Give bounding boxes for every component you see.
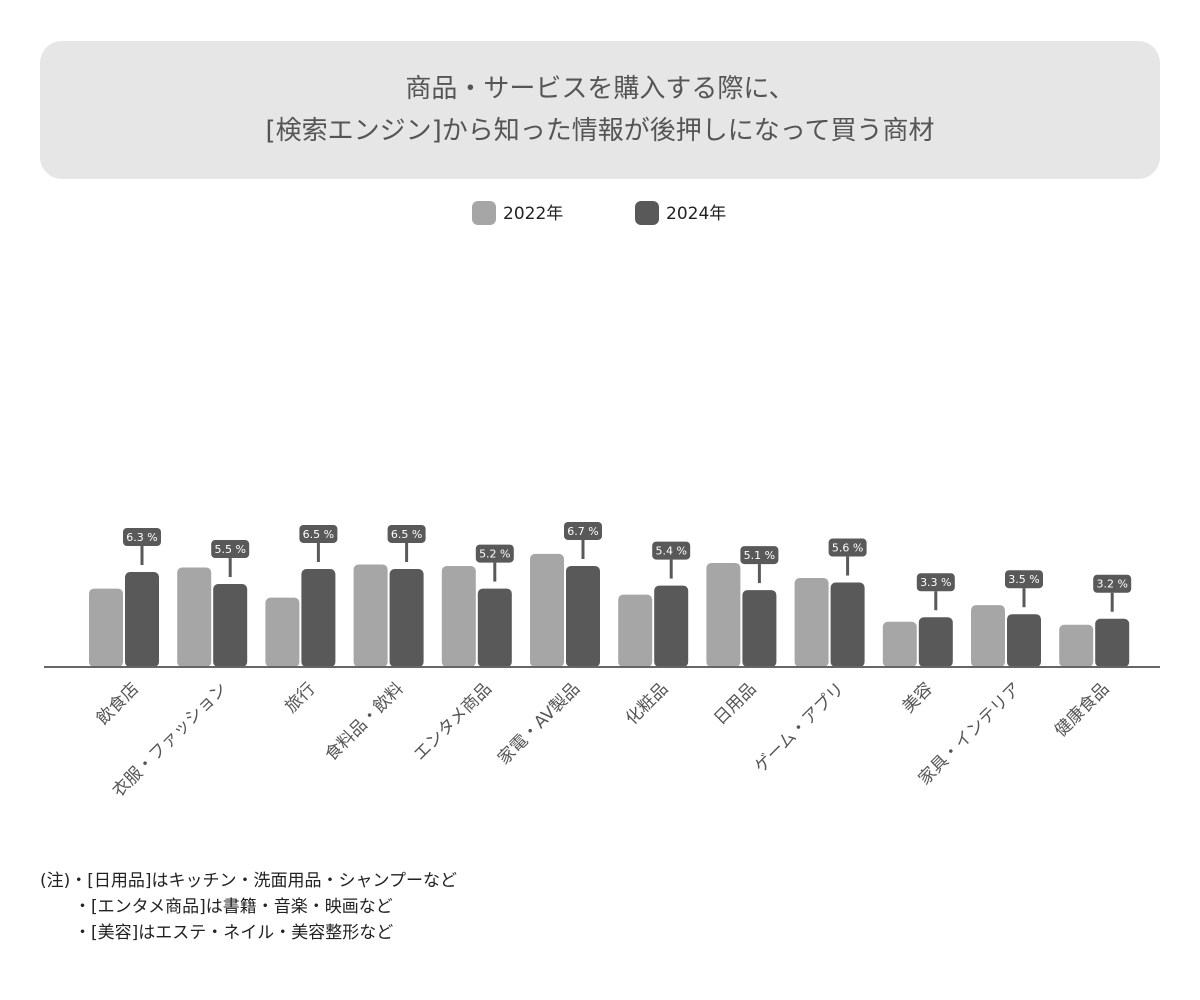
chart-title: [検索エンジン]から知った情報が後押しになって買う商材 — [265, 116, 935, 146]
bar — [1007, 614, 1041, 667]
bar — [265, 597, 300, 667]
bar — [389, 568, 424, 667]
bar — [794, 578, 829, 667]
bar — [1059, 624, 1094, 667]
callout-box — [387, 524, 426, 543]
value-label: 6.5 % — [391, 528, 422, 541]
legend-label: 2022年 — [503, 204, 563, 224]
value-label: 3.2 % — [1096, 578, 1127, 591]
callout-box — [652, 541, 691, 560]
callout-box — [916, 573, 955, 592]
bar — [918, 617, 953, 667]
callout-box — [475, 544, 514, 563]
bar — [441, 565, 476, 667]
callout-box — [740, 546, 779, 565]
x-tick-label: 飲食店 — [93, 679, 143, 729]
value-label: 5.1 % — [744, 549, 775, 562]
callout-box — [123, 527, 161, 546]
value-label: 5.2 % — [479, 548, 510, 561]
bar — [566, 565, 600, 667]
x-tick-label: ゲーム・アプリ — [751, 679, 849, 777]
bar — [301, 568, 336, 667]
note: ・[エンタメ商品]は書籍・音楽・映画など — [74, 897, 393, 917]
bar — [706, 562, 741, 667]
bar — [882, 621, 917, 667]
legend-label: 2024年 — [666, 204, 726, 224]
bar — [971, 605, 1005, 667]
x-tick-label: 美容 — [899, 679, 937, 717]
value-label: 5.6 % — [832, 542, 863, 555]
bar — [1095, 618, 1130, 667]
x-tick-label: 日用品 — [710, 679, 760, 729]
callout-box — [1093, 574, 1132, 593]
note-label: (注) — [40, 871, 71, 891]
title-box: 商品・サービスを購入する際に、 [検索エンジン]から知った情報が後押しになって買… — [40, 41, 1160, 179]
value-label: 6.5 % — [303, 528, 334, 541]
callout-box — [564, 521, 602, 540]
x-tick-label: 旅行 — [281, 679, 319, 717]
bar — [353, 564, 388, 667]
x-tick-label: 家電・AV製品 — [494, 679, 584, 769]
value-label: 3.3 % — [920, 576, 951, 589]
x-tick-label: 食料品・飲料 — [321, 679, 407, 765]
value-label: 5.4 % — [655, 545, 686, 558]
note-row: (注) ・[日用品]はキッチン・洗面用品・シャンプーなど — [40, 868, 457, 894]
chart-title: 商品・サービスを購入する際に、 — [405, 74, 795, 104]
bar — [830, 582, 865, 667]
x-tick-label: エンタメ商品 — [410, 679, 496, 765]
bar — [742, 590, 777, 667]
value-label: 5.5 % — [214, 543, 245, 556]
callout-box — [828, 538, 867, 557]
callout-box — [211, 540, 250, 559]
legend-swatch — [472, 201, 496, 225]
note: ・[美容]はエステ・ネイル・美容整形など — [74, 923, 394, 943]
legend-swatch — [635, 201, 659, 225]
bar — [618, 594, 653, 667]
x-tick-label: 健康食品 — [1051, 679, 1113, 741]
bar — [177, 567, 212, 667]
bar — [654, 585, 689, 667]
bar — [125, 571, 159, 667]
value-label: 3.5 % — [1008, 573, 1039, 586]
callout-box — [299, 524, 338, 543]
note: ・[日用品]はキッチン・洗面用品・シャンプーなど — [70, 871, 458, 891]
bar — [89, 588, 123, 667]
callout-box — [1005, 570, 1043, 589]
value-label: 6.7 % — [567, 525, 598, 538]
x-tick-label: 化粧品 — [622, 679, 672, 729]
bar — [213, 584, 248, 667]
notes: (注) ・[日用品]はキッチン・洗面用品・シャンプーなど ・[エンタメ商品]は書… — [40, 868, 457, 946]
bar — [477, 588, 512, 667]
bar — [530, 553, 564, 667]
value-label: 6.3 % — [126, 531, 157, 544]
